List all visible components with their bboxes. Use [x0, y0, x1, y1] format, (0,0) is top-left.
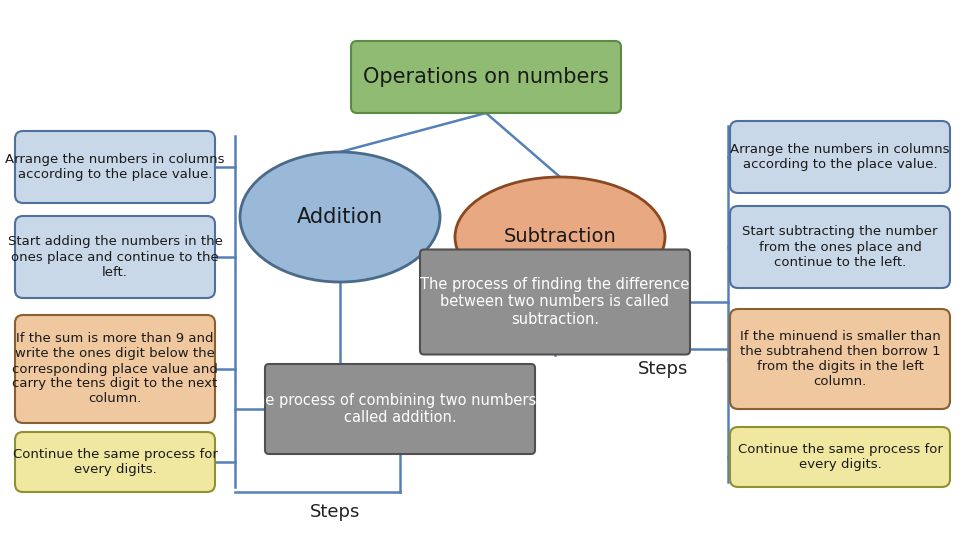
Text: Steps: Steps — [638, 360, 688, 378]
Text: Start adding the numbers in the
ones place and continue to the
left.: Start adding the numbers in the ones pla… — [8, 236, 223, 278]
Text: If the minuend is smaller than
the subtrahend then borrow 1
from the digits in t: If the minuend is smaller than the subtr… — [739, 330, 940, 388]
Text: Addition: Addition — [297, 207, 383, 227]
FancyBboxPatch shape — [420, 250, 690, 354]
FancyBboxPatch shape — [730, 309, 950, 409]
Text: Arrange the numbers in columns
according to the place value.: Arrange the numbers in columns according… — [5, 153, 225, 181]
Text: Start subtracting the number
from the ones place and
continue to the left.: Start subtracting the number from the on… — [742, 226, 938, 268]
Text: The process of combining two numbers is
called addition.: The process of combining two numbers is … — [247, 393, 553, 425]
Ellipse shape — [240, 152, 440, 282]
FancyBboxPatch shape — [730, 206, 950, 288]
FancyBboxPatch shape — [351, 41, 621, 113]
FancyBboxPatch shape — [15, 315, 215, 423]
FancyBboxPatch shape — [15, 216, 215, 298]
Text: Operations on numbers: Operations on numbers — [363, 67, 609, 87]
Text: If the sum is more than 9 and
write the ones digit below the
corresponding place: If the sum is more than 9 and write the … — [12, 333, 218, 405]
Text: The process of finding the difference
between two numbers is called
subtraction.: The process of finding the difference be… — [420, 277, 690, 327]
FancyBboxPatch shape — [15, 432, 215, 492]
FancyBboxPatch shape — [730, 121, 950, 193]
FancyBboxPatch shape — [265, 364, 535, 454]
Text: Subtraction: Subtraction — [504, 227, 616, 247]
Text: Arrange the numbers in columns
according to the place value.: Arrange the numbers in columns according… — [731, 143, 950, 171]
Text: Continue the same process for
every digits.: Continue the same process for every digi… — [13, 448, 217, 476]
Text: Steps: Steps — [310, 503, 360, 521]
FancyBboxPatch shape — [730, 427, 950, 487]
Text: Continue the same process for
every digits.: Continue the same process for every digi… — [738, 443, 943, 471]
Ellipse shape — [455, 177, 665, 297]
FancyBboxPatch shape — [15, 131, 215, 203]
